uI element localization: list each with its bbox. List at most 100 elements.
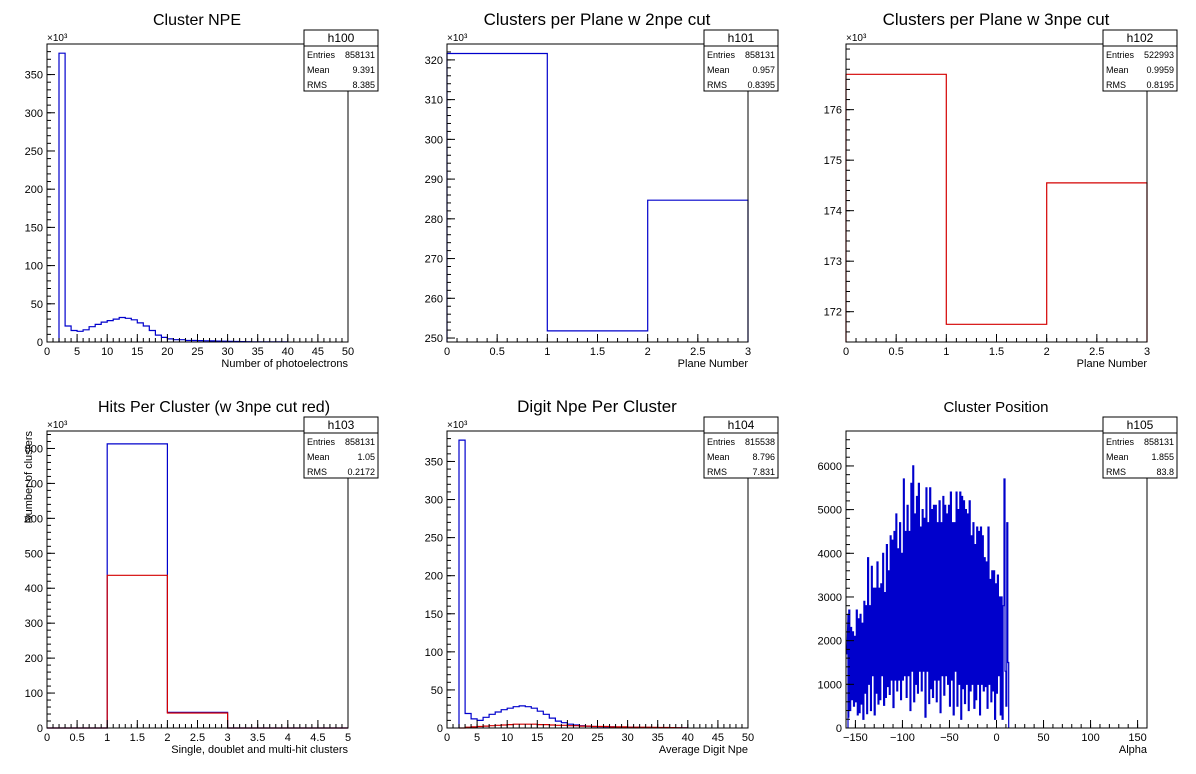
x-tick-label: 0.5 [490,346,505,358]
y-tick-label: 700 [25,478,43,490]
chart-title: Cluster Position [943,399,1048,416]
stats-key: Mean [307,452,330,462]
stats-box [303,416,379,479]
stats-value: 0.2172 [347,467,375,477]
series-line-3-1 [47,574,348,729]
x-tick-label: 5 [74,346,80,358]
x-tick-label: 0 [444,732,450,744]
x-tick-label: 1 [104,732,110,744]
x-tick-label: 15 [131,346,143,358]
chart-title: Clusters per Plane w 3npe cut [883,10,1110,29]
x-tick-label: 1.5 [989,346,1004,358]
stats-value: 858131 [1144,437,1174,447]
x-tick-label: 0 [843,346,849,358]
stats-value: 8.796 [752,452,775,462]
x-axis-label: Number of photoelectrons [221,358,348,370]
plot-frame [845,43,1148,343]
chart-panel-4: 0 5 10 15 20 25 30 35 40 45 50 0 50 100 150 200 250 300 35… [425,397,779,756]
chart-title: Hits Per Cluster (w 3npe cut red) [98,399,330,416]
axis-exponent-label: ×10³ [47,33,68,44]
y-tick-label: 0 [437,723,443,735]
plot-frame [46,430,349,729]
stats-key: Entries [1106,437,1135,447]
chart-panel-0: 0 5 10 15 20 25 30 35 40 45 50 0 50 100 150 200 250 300 35… [25,12,379,370]
stats-value: 9.391 [352,65,375,75]
x-tick-label: 2 [645,346,651,358]
y-tick-label: 100 [25,261,43,273]
stats-value: 815538 [745,437,775,447]
stats-key: Entries [307,437,336,447]
x-tick-label: 0 [993,732,999,744]
series-line-2-0 [845,73,1148,342]
x-tick-label: 150 [1128,732,1146,744]
stats-key: RMS [707,467,727,477]
x-tick-label: 1 [544,346,550,358]
stats-key: Mean [707,65,730,75]
stats-box [1102,416,1178,479]
plot-frame [446,43,749,343]
y-tick-label: 2000 [818,636,842,648]
x-tick-label: 1 [943,346,949,358]
x-tick-label: 40 [682,732,694,744]
x-tick-label: −100 [890,732,915,744]
series-line-0-0 [58,52,289,343]
axis-exponent-label: ×10³ [447,33,468,44]
y-tick-label: 200 [25,184,43,196]
x-axis-label: Plane Number [678,358,749,370]
stats-key: Mean [707,452,730,462]
x-tick-label: 3.5 [250,732,265,744]
y-tick-label: 50 [31,299,43,311]
stats-key: Entries [707,50,736,60]
y-axis-label: Number of clusters [23,431,35,524]
y-tick-label: 310 [425,95,443,107]
x-tick-label: 2 [1044,346,1050,358]
x-tick-label: 2.5 [190,732,205,744]
x-tick-label: 0.5 [889,346,904,358]
chart-panel-3: 0 0.5 1 1.5 2 2.5 3 3.5 4 4.5 5 0 100 200 300 400 500 600… [23,399,379,756]
chart-title: Cluster NPE [153,12,241,29]
x-tick-label: 100 [1081,732,1099,744]
x-axis-label: Plane Number [1077,358,1148,370]
chart-title: Clusters per Plane w 2npe cut [484,10,711,29]
stats-value: 0.8195 [1146,80,1174,90]
x-tick-label: 30 [621,732,633,744]
stats-value: 0.957 [752,65,775,75]
x-tick-label: 0 [444,346,450,358]
x-tick-label: 20 [161,346,173,358]
x-tick-label: 0 [44,346,50,358]
y-tick-label: 350 [425,456,443,468]
y-tick-label: 176 [824,105,842,117]
stats-value: 0.8395 [747,80,775,90]
y-tick-label: 300 [25,618,43,630]
axis-exponent-label: ×10³ [447,420,468,431]
x-tick-label: 3 [745,346,751,358]
chart-panel-5: −150 −100 −50 0 50 100 150 0 1000 2000 3000 4000 500… [818,399,1178,756]
x-tick-label: 1.5 [590,346,605,358]
stats-key: Entries [1106,50,1135,60]
y-tick-label: 800 [25,443,43,455]
y-tick-label: 300 [425,495,443,507]
stats-box [1102,29,1178,92]
axis-exponent-label: ×10³ [47,420,68,431]
y-tick-label: 4000 [818,548,842,560]
stats-name: h102 [1127,31,1154,45]
y-tick-label: 6000 [818,461,842,473]
series-line-5-0 [846,465,1010,728]
x-tick-label: 50 [742,732,754,744]
x-tick-label: −150 [843,732,868,744]
y-tick-label: 300 [425,134,443,146]
stats-name: h105 [1127,418,1154,432]
x-tick-label: 25 [191,346,203,358]
series-line-3-0 [47,443,348,729]
series-line-4-0 [458,439,689,729]
stats-value: 858131 [345,50,375,60]
plot-frame [446,430,749,729]
y-tick-label: 250 [425,333,443,345]
x-tick-label: 30 [221,346,233,358]
x-tick-label: 1.5 [130,732,145,744]
x-tick-label: 5 [474,732,480,744]
x-axis-label: Average Digit Npe [659,744,748,756]
y-tick-label: 100 [25,688,43,700]
stats-key: Mean [307,65,330,75]
y-tick-label: 175 [824,155,842,167]
